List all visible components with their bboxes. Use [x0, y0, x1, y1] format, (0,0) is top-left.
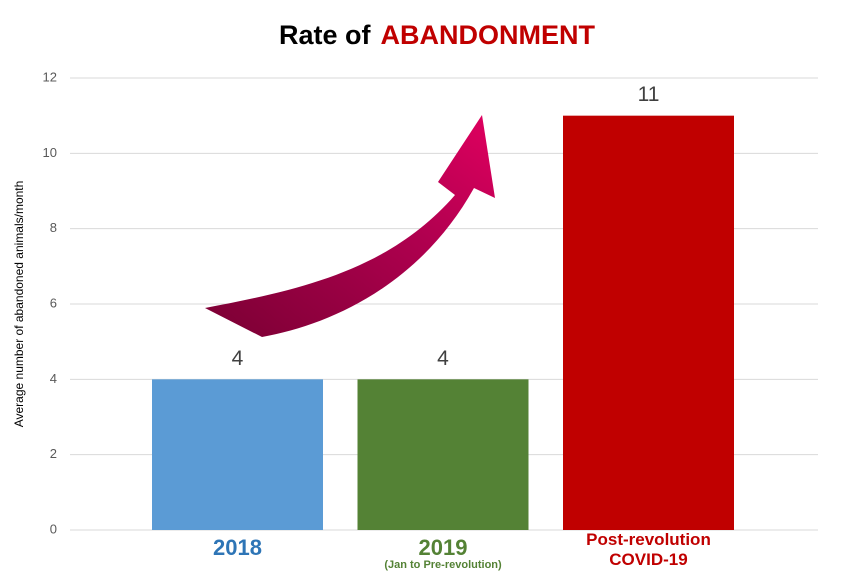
- y-tick-label: 4: [50, 371, 57, 386]
- y-tick-label: 10: [43, 145, 57, 160]
- y-tick-label: 0: [50, 521, 57, 536]
- title-part: Rate of: [279, 20, 372, 50]
- x-tick-note: (Jan to Pre-revolution): [384, 559, 502, 571]
- x-tick-label: 2018: [213, 535, 262, 560]
- trend-arrow: [205, 115, 495, 337]
- y-tick-label: 12: [43, 69, 57, 84]
- y-tick-label: 8: [50, 220, 57, 235]
- bar: [357, 379, 529, 530]
- chart-title: Rate of ABANDONMENT: [279, 20, 596, 50]
- bar: [152, 379, 323, 530]
- y-tick-label: 6: [50, 295, 57, 310]
- y-tick-label: 2: [50, 446, 57, 461]
- value-label: 11: [638, 83, 660, 106]
- value-label: 4: [437, 347, 449, 370]
- y-axis-label: Average number of abandoned animals/mont…: [12, 181, 26, 428]
- value-label: 4: [232, 347, 244, 370]
- x-tick-label: 2019: [419, 535, 468, 560]
- bar: [563, 115, 734, 531]
- x-tick-label: Post-revolution COVID-19: [586, 530, 711, 569]
- title-part: ABANDONMENT: [381, 20, 596, 50]
